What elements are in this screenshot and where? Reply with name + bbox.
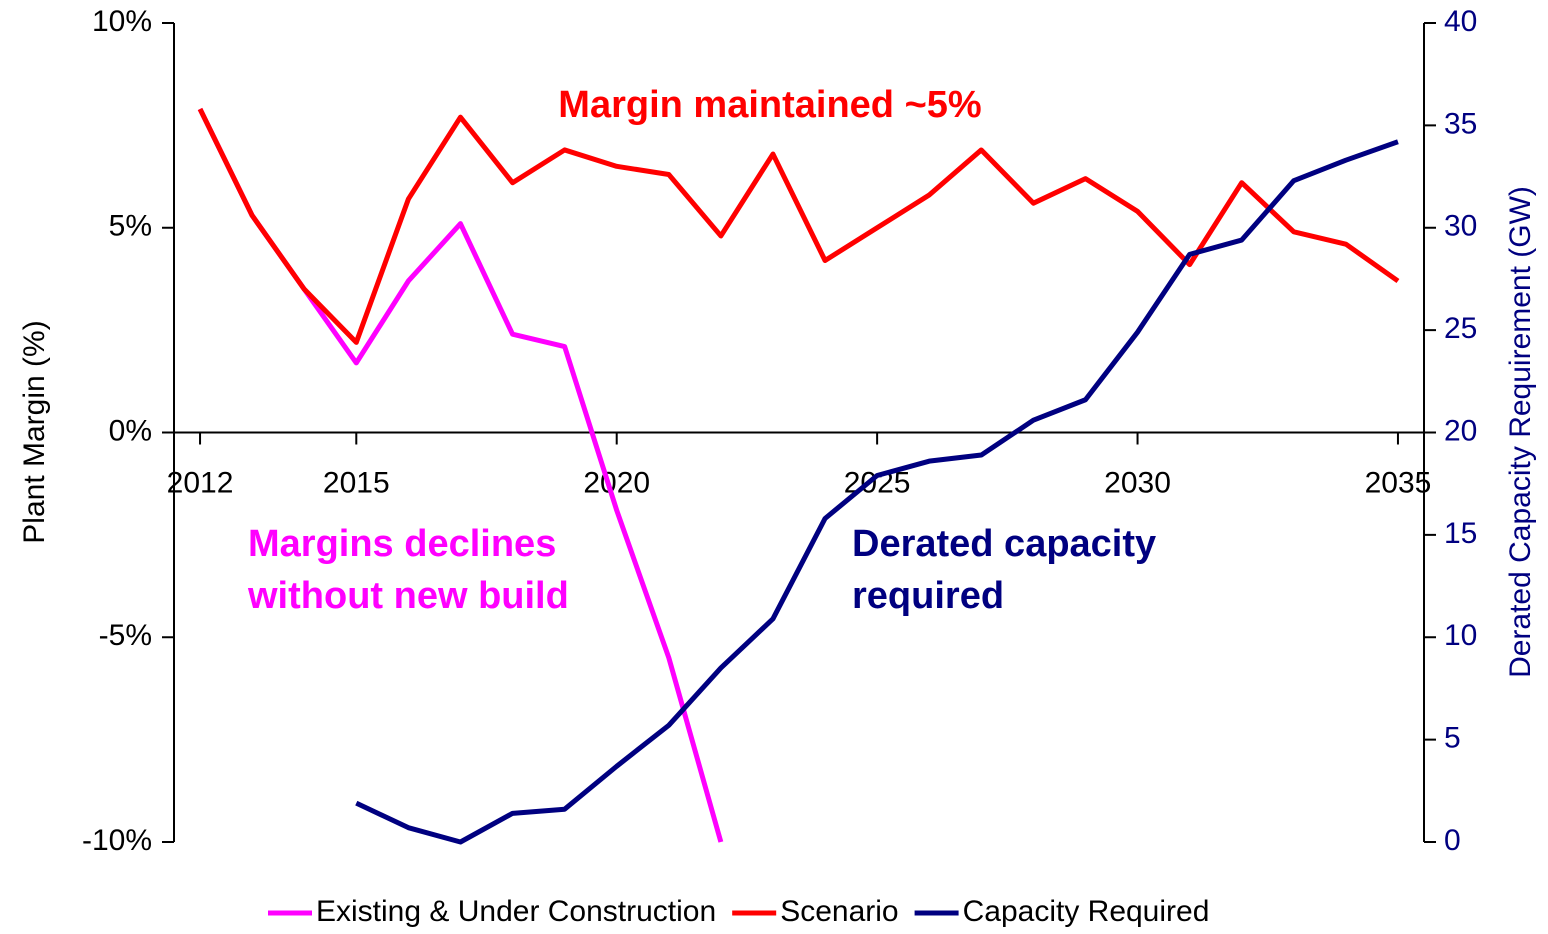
y2-axis-title: Derated Capacity Requirement (GW) [1504,186,1537,678]
annotation: Margin maintained ~5% [558,84,981,126]
x-tick-label: 2035 [1365,466,1432,499]
y2-tick-label: 20 [1444,414,1477,447]
x-tick-label: 2020 [583,466,650,499]
y2-tick-label: 40 [1444,5,1477,38]
y2-tick-label: 25 [1444,312,1477,345]
legend-label: Scenario [780,895,898,928]
x-tick-label: 2012 [167,466,234,499]
legend-label: Existing & Under Construction [316,895,716,928]
series-line [197,107,1400,345]
y-tick-label: 5% [109,210,152,243]
annotation: Margins declines [248,523,556,565]
y-tick-label: 10% [92,5,152,38]
y2-tick-label: 10 [1444,619,1477,652]
annotation: without new build [247,575,569,617]
y2-tick-label: 15 [1444,517,1477,550]
series-line [355,139,1399,845]
y2-tick-label: 0 [1444,824,1461,857]
legend-label: Capacity Required [963,895,1210,928]
annotation: required [852,575,1004,617]
x-tick-label: 2030 [1104,466,1171,499]
x-tick-label: 2015 [323,466,390,499]
y2-tick-label: 35 [1444,107,1477,140]
y2-tick-label: 30 [1444,210,1477,243]
y-tick-label: -10% [82,824,152,857]
y-axis-title: Plant Margin (%) [18,320,51,543]
annotation: Derated capacity [852,523,1156,565]
legend: Existing & Under Construction Scenario Cap… [268,895,1209,928]
y2-tick-label: 5 [1444,722,1461,755]
y-tick-label: -5% [99,619,152,652]
y-tick-label: 0% [109,414,152,447]
